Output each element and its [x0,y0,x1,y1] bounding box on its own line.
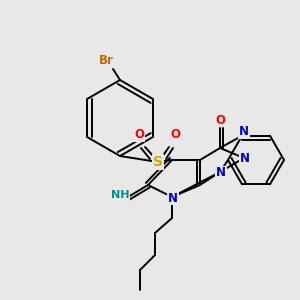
Text: N: N [240,152,250,166]
Text: N: N [168,191,178,205]
Text: O: O [215,113,225,127]
Text: O: O [170,128,180,142]
Text: N: N [239,125,249,138]
Text: N: N [216,167,226,179]
Text: Br: Br [99,55,113,68]
Text: O: O [134,128,144,142]
Text: NH: NH [111,190,129,200]
Text: S: S [153,155,163,169]
